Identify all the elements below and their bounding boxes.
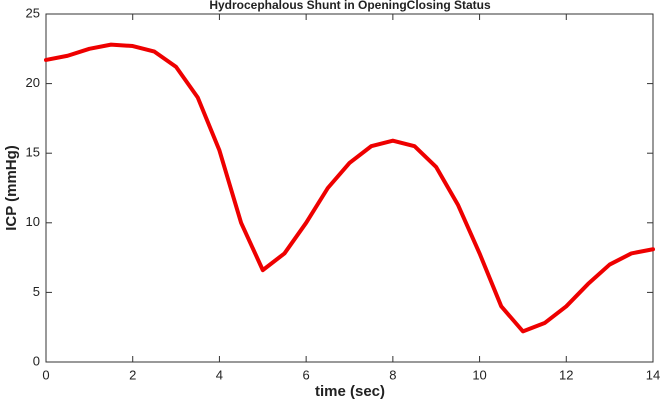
x-axis-label: time (sec)	[315, 383, 385, 400]
y-axis-label: ICP (mmHg)	[3, 145, 20, 231]
plot-frame	[45, 13, 654, 363]
x-tick-label: 8	[389, 367, 396, 382]
x-tick-label: 2	[129, 367, 136, 382]
x-tick-label: 6	[303, 367, 310, 382]
x-tick-label: 10	[472, 367, 486, 382]
data-line	[44, 42, 655, 334]
x-tick-label: 12	[559, 367, 573, 382]
y-tick-label: 10	[26, 214, 40, 229]
y-tick-label: 20	[26, 75, 40, 90]
x-tick-label: 14	[646, 367, 660, 382]
chart-title: Hydrocephalous Shunt in OpeningClosing S…	[209, 0, 491, 12]
y-tick-label: 15	[26, 145, 40, 160]
y-tick-label: 0	[33, 353, 40, 368]
x-tick-label: 4	[216, 367, 223, 382]
y-tick-label: 25	[26, 5, 40, 20]
y-tick-label: 5	[33, 284, 40, 299]
x-tick-label: 0	[42, 367, 49, 382]
